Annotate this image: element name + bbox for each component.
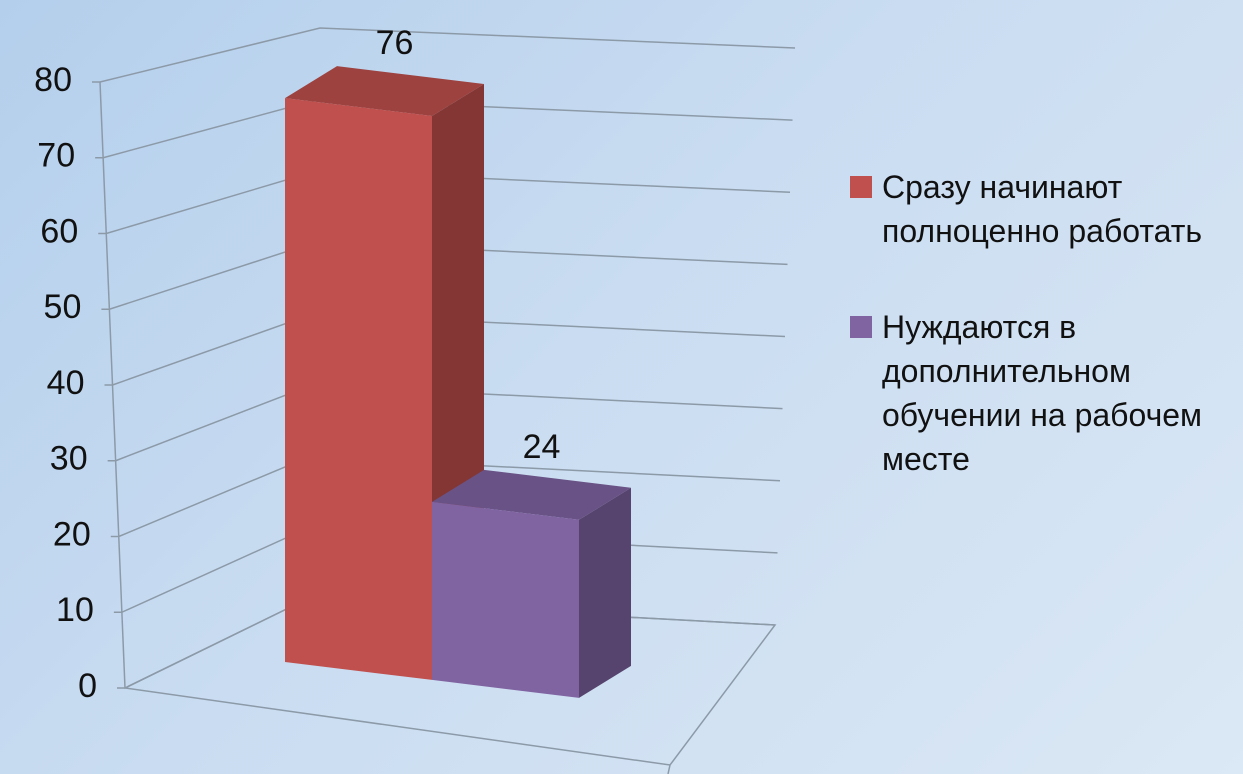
y-tick-label: 50 <box>44 288 82 326</box>
y-tick-label: 40 <box>47 364 85 402</box>
legend: Сразу начинают полноценно работать Нуждаю… <box>850 165 1240 533</box>
bar-side <box>579 487 631 698</box>
y-tick-label: 30 <box>50 440 88 478</box>
legend-item: Нуждаются в дополнительном обучении на р… <box>850 305 1240 481</box>
y-tick-label: 60 <box>40 212 78 250</box>
bar-top <box>285 66 484 117</box>
bar-front <box>285 98 432 680</box>
legend-item: Сразу начинают полноценно работать <box>850 165 1240 253</box>
legend-label: Нуждаются в дополнительном обучении на р… <box>882 309 1203 477</box>
bar <box>432 469 631 698</box>
legend-swatch <box>850 176 872 198</box>
y-tick-label: 70 <box>37 137 75 175</box>
data-label: 76 <box>376 24 414 62</box>
y-tick-label: 0 <box>78 667 97 705</box>
legend-label: Сразу начинают полноценно работать <box>882 169 1203 249</box>
bar-top <box>432 469 631 520</box>
grid-line <box>99 27 796 83</box>
data-label: 24 <box>523 428 561 466</box>
y-tick-label: 20 <box>53 515 91 553</box>
floor-edge <box>667 764 671 774</box>
legend-swatch <box>850 316 872 338</box>
y-tick-label: 10 <box>56 591 94 629</box>
y-tick-label: 80 <box>34 61 72 99</box>
bar-front <box>432 501 579 698</box>
